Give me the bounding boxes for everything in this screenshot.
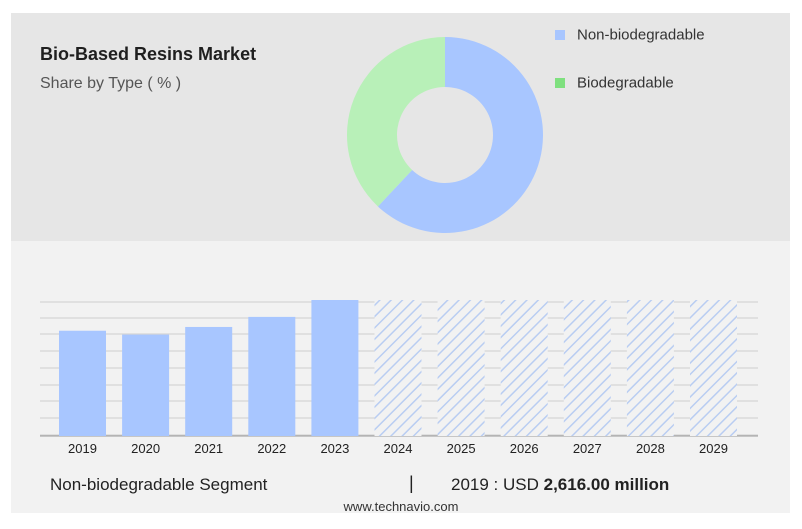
donut-slice-non-biodegradable: [377, 37, 543, 233]
forecast-bar-2024: [374, 300, 422, 436]
legend-label-non-biodegradable: Non-biodegradable: [577, 26, 705, 44]
forecast-bar-2027: [563, 300, 611, 436]
legend-swatch-biodegradable: [555, 78, 565, 89]
chart-title: Bio-Based Resins Market: [40, 44, 257, 64]
donut-slice-biodegradable: [347, 36, 445, 207]
bar-2021: [185, 326, 233, 436]
forecast-bar-2026: [500, 300, 548, 436]
source-credit: www.technavio.com: [343, 499, 459, 514]
forecast-bar-2028: [626, 300, 674, 436]
chart-subtitle: Share by Type ( % ): [40, 75, 182, 92]
legend-swatch-non-biodegradable: [555, 30, 565, 41]
segment-value-prefix: 2019 : USD: [451, 475, 539, 494]
forecast-bar-2029: [690, 300, 737, 436]
tick-label-2023: 2023: [320, 441, 349, 456]
bar-2022: [248, 316, 296, 436]
tick-label-2026: 2026: [510, 441, 539, 456]
segment-label: Non-biodegradable Segment: [50, 475, 268, 494]
tick-label-2020: 2020: [131, 441, 160, 456]
tick-label-2019: 2019: [68, 441, 97, 456]
tick-label-2021: 2021: [194, 441, 223, 456]
bar-2020: [122, 334, 170, 436]
segment-value-amount: 2,616.00 million: [543, 475, 670, 494]
tick-label-2022: 2022: [257, 441, 286, 456]
tick-label-2028: 2028: [636, 441, 665, 456]
tick-label-2024: 2024: [384, 441, 413, 456]
footer-separator: |: [409, 473, 414, 493]
legend-item-biodegradable: Biodegradable: [555, 74, 674, 92]
tick-label-2029: 2029: [699, 441, 728, 456]
forecast-bar-2025: [437, 300, 485, 436]
tick-label-2025: 2025: [447, 441, 476, 456]
donut-chart: [347, 36, 543, 233]
bar-2019: [59, 330, 106, 436]
bar-2023: [311, 300, 359, 436]
legend-item-non-biodegradable: Non-biodegradable: [555, 26, 705, 44]
tick-label-2027: 2027: [573, 441, 602, 456]
segment-value: 2019 : USD 2,616.00 million: [451, 475, 669, 495]
legend-label-biodegradable: Biodegradable: [577, 74, 674, 92]
